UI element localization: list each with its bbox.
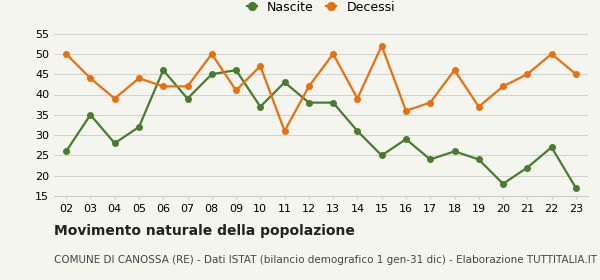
Nascite xyxy=(548,146,555,149)
Nascite xyxy=(184,97,191,100)
Decessi xyxy=(378,44,385,48)
Nascite xyxy=(257,105,264,108)
Decessi xyxy=(451,68,458,72)
Nascite xyxy=(160,68,167,72)
Decessi xyxy=(329,52,337,56)
Decessi xyxy=(184,85,191,88)
Nascite xyxy=(281,81,288,84)
Nascite xyxy=(354,129,361,133)
Nascite xyxy=(475,158,482,161)
Nascite xyxy=(427,158,434,161)
Nascite xyxy=(232,68,239,72)
Nascite xyxy=(572,186,580,190)
Decessi xyxy=(257,64,264,68)
Decessi xyxy=(524,73,531,76)
Nascite xyxy=(305,101,313,104)
Decessi xyxy=(87,76,94,80)
Nascite xyxy=(378,154,385,157)
Legend: Nascite, Decessi: Nascite, Decessi xyxy=(242,0,400,19)
Nascite xyxy=(499,182,506,185)
Decessi xyxy=(475,105,482,108)
Line: Decessi: Decessi xyxy=(64,43,578,134)
Decessi xyxy=(403,109,410,113)
Decessi xyxy=(548,52,555,56)
Nascite xyxy=(403,137,410,141)
Nascite xyxy=(87,113,94,116)
Decessi xyxy=(136,76,143,80)
Nascite xyxy=(62,150,70,153)
Decessi xyxy=(499,85,506,88)
Nascite xyxy=(136,125,143,129)
Nascite xyxy=(451,150,458,153)
Decessi xyxy=(281,129,288,133)
Decessi xyxy=(62,52,70,56)
Line: Nascite: Nascite xyxy=(64,67,578,191)
Nascite xyxy=(111,142,118,145)
Decessi xyxy=(111,97,118,100)
Decessi xyxy=(305,85,313,88)
Decessi xyxy=(232,89,239,92)
Decessi xyxy=(427,101,434,104)
Decessi xyxy=(208,52,215,56)
Text: Movimento naturale della popolazione: Movimento naturale della popolazione xyxy=(54,224,355,238)
Nascite xyxy=(329,101,337,104)
Nascite xyxy=(208,73,215,76)
Nascite xyxy=(524,166,531,169)
Decessi xyxy=(354,97,361,100)
Decessi xyxy=(572,73,580,76)
Decessi xyxy=(160,85,167,88)
Text: COMUNE DI CANOSSA (RE) - Dati ISTAT (bilancio demografico 1 gen-31 dic) - Elabor: COMUNE DI CANOSSA (RE) - Dati ISTAT (bil… xyxy=(54,255,597,265)
